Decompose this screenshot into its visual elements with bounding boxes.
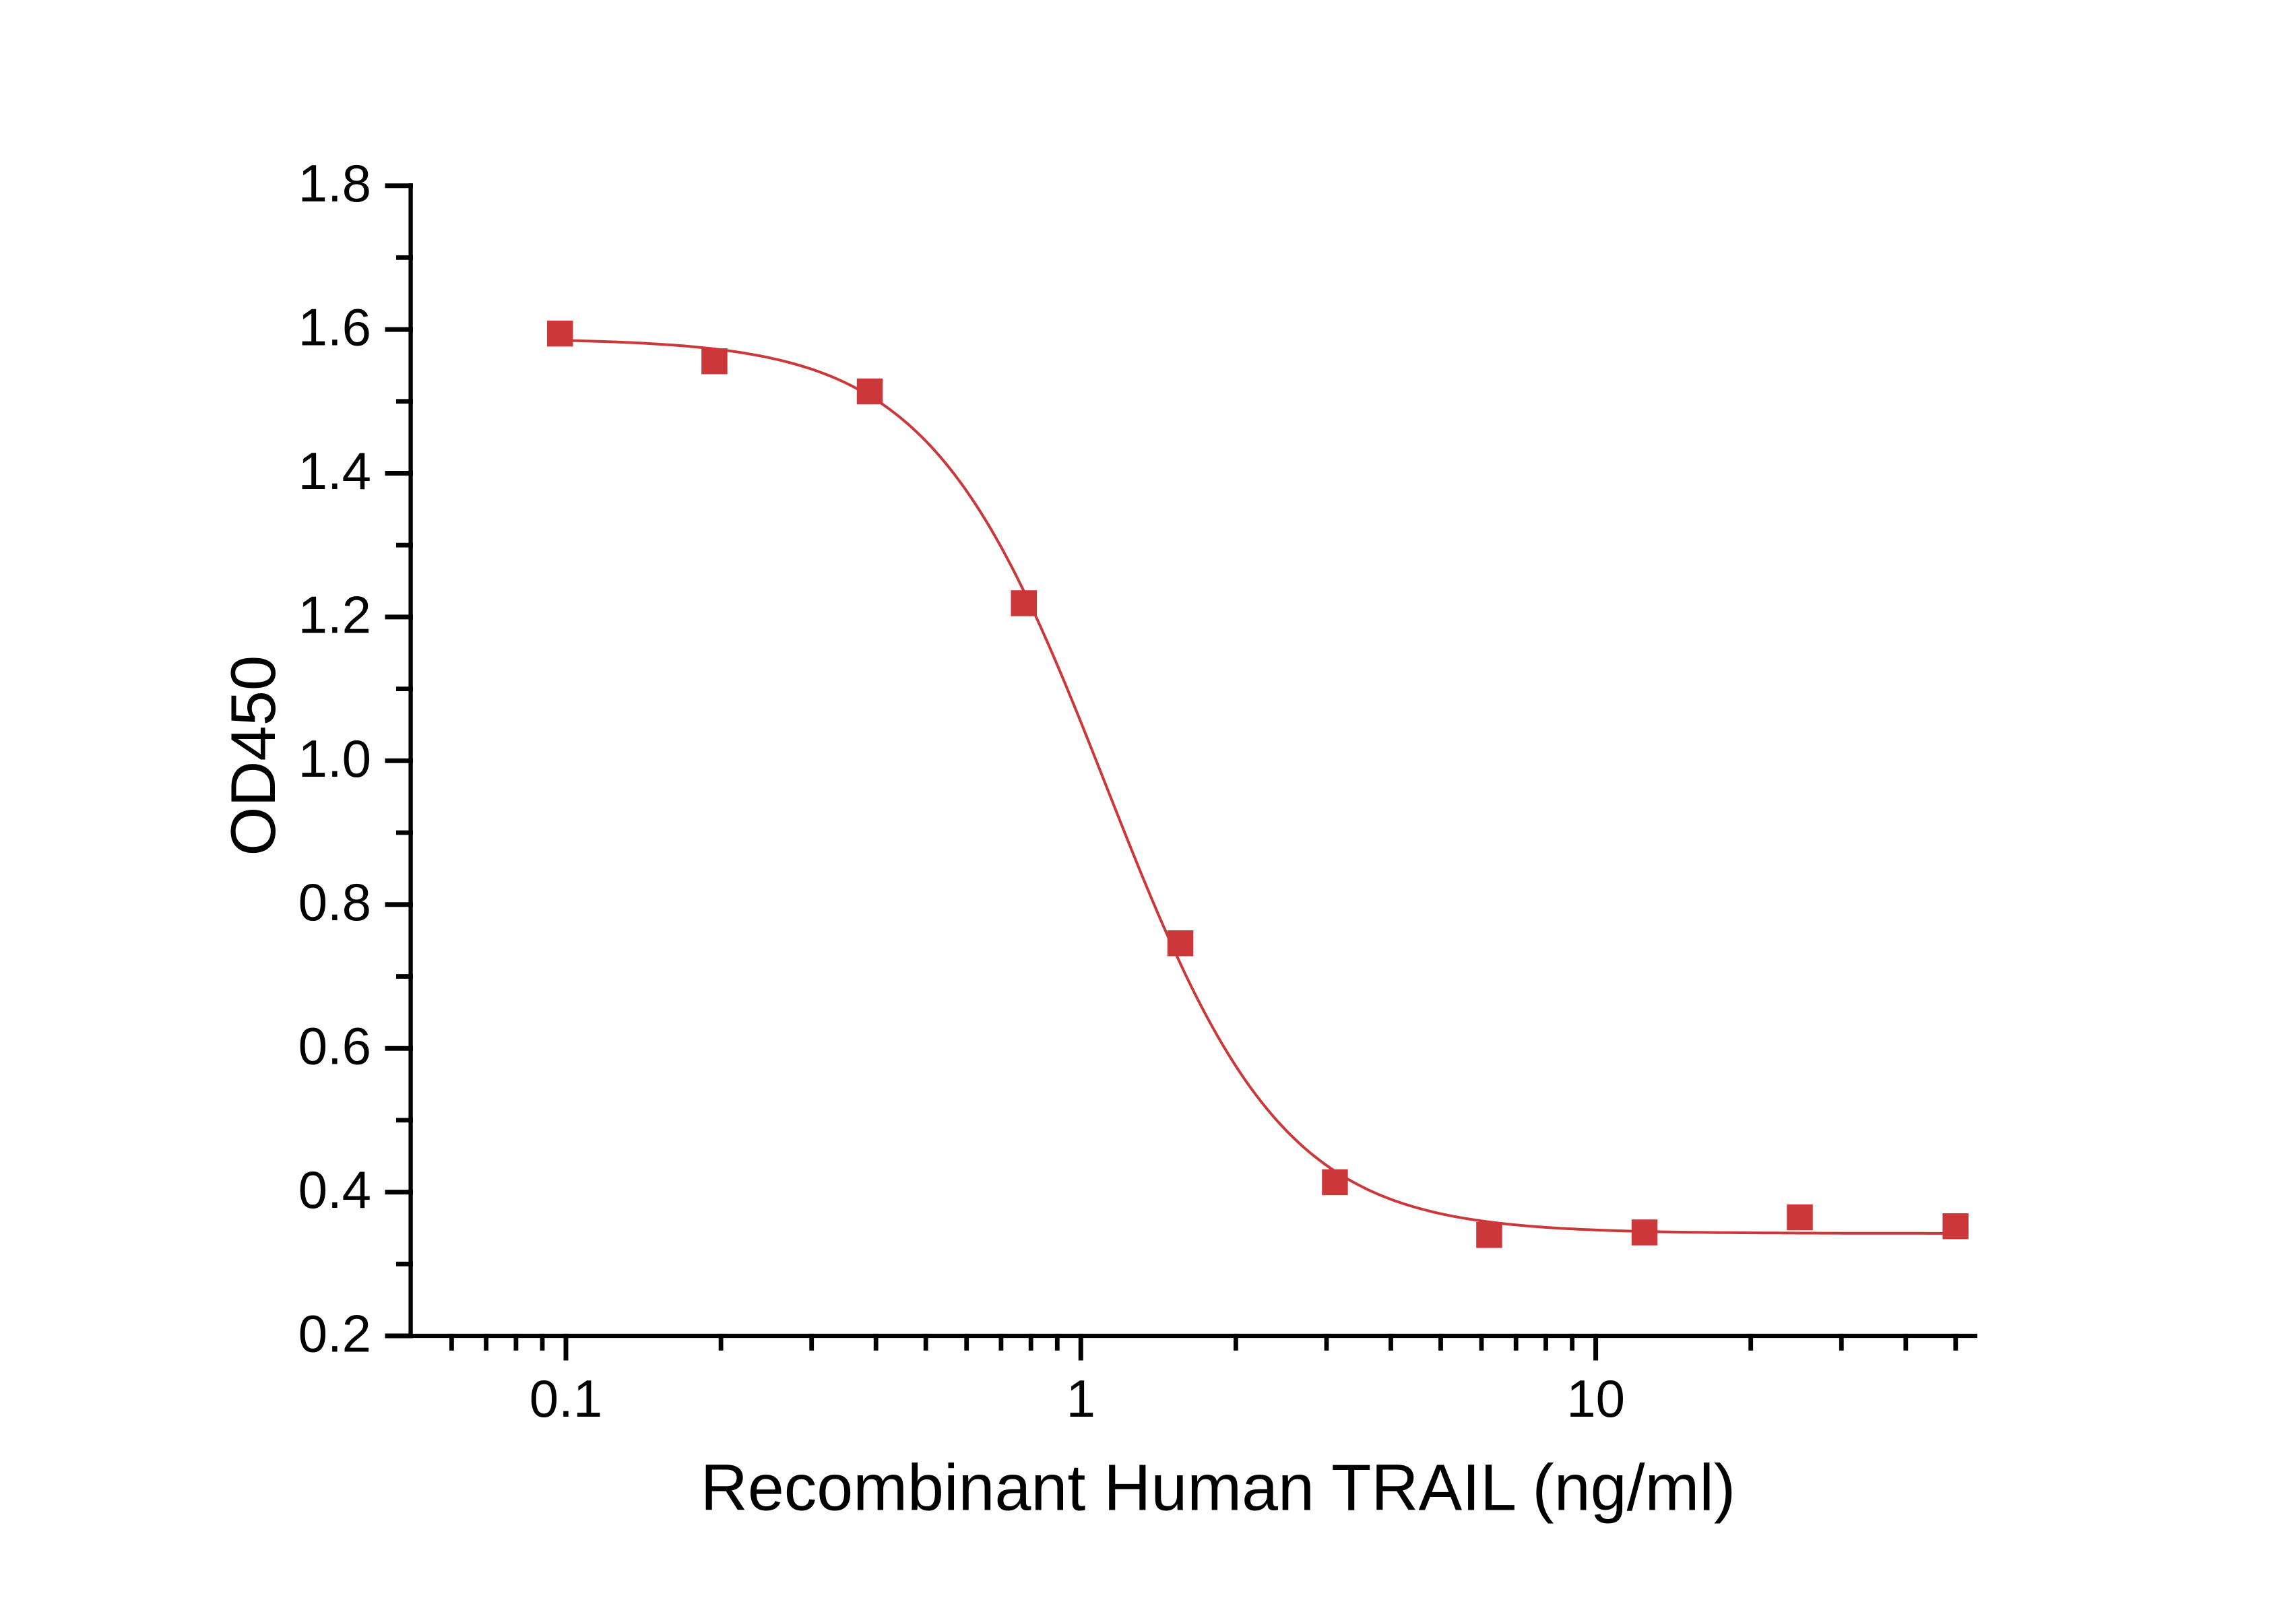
svg-text:1.2: 1.2 — [298, 585, 371, 644]
svg-text:10: 10 — [1566, 1369, 1625, 1428]
svg-text:1.4: 1.4 — [298, 441, 371, 501]
svg-text:1.0: 1.0 — [298, 729, 371, 788]
svg-text:0.2: 0.2 — [298, 1304, 371, 1363]
svg-text:1.6: 1.6 — [298, 298, 371, 357]
svg-text:0.8: 0.8 — [298, 872, 371, 932]
svg-text:0.6: 0.6 — [298, 1017, 371, 1076]
svg-text:OD450: OD450 — [218, 655, 288, 856]
svg-text:1.8: 1.8 — [298, 154, 371, 213]
svg-text:0.1: 0.1 — [530, 1369, 602, 1428]
svg-text:0.4: 0.4 — [298, 1160, 371, 1219]
svg-text:Recombinant Human TRAIL (ng/ml: Recombinant Human TRAIL (ng/ml) — [701, 1451, 1735, 1524]
svg-text:1: 1 — [1066, 1369, 1095, 1428]
